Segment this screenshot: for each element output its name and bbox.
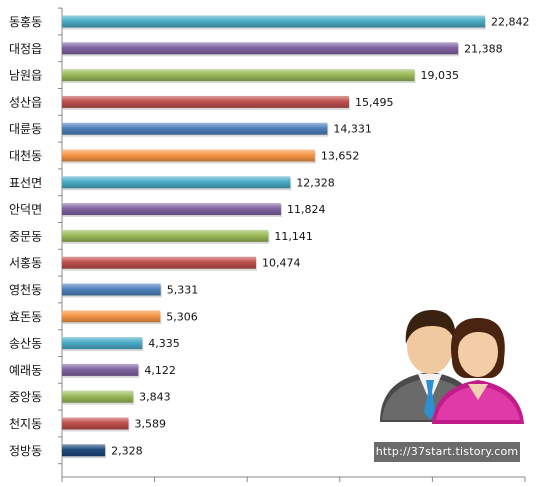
value-label: 11,141 <box>274 230 313 243</box>
value-label: 3,589 <box>134 418 166 431</box>
category-label: 중문동 <box>9 229 42 243</box>
bar-5 <box>62 122 328 135</box>
watermark-url: http://37start.tistory.com <box>374 442 520 462</box>
bar-9 <box>62 229 269 242</box>
value-label: 15,495 <box>355 96 394 109</box>
category-label: 중앙동 <box>9 390 42 404</box>
category-label: 예래동 <box>9 363 42 377</box>
value-label: 14,331 <box>333 123 372 136</box>
value-label: 13,652 <box>321 150 360 163</box>
category-label: 송산동 <box>9 337 42 351</box>
value-label: 12,328 <box>296 176 335 189</box>
value-label: 3,843 <box>139 391 171 404</box>
category-label: 안덕면 <box>9 203 42 217</box>
bar-10 <box>62 256 256 269</box>
value-label: 22,842 <box>491 16 529 29</box>
value-label: 5,306 <box>166 310 198 323</box>
value-label: 19,035 <box>421 69 460 82</box>
value-label: 5,331 <box>167 284 199 297</box>
value-label: 10,474 <box>262 257 301 270</box>
bar-11 <box>62 283 161 296</box>
category-label: 효돈동 <box>9 310 42 324</box>
bar-4 <box>62 95 349 108</box>
bar-15 <box>62 390 134 403</box>
bar-1 <box>62 15 486 28</box>
category-label: 서홍동 <box>9 256 42 270</box>
value-label: 4,122 <box>144 364 176 377</box>
category-label: 대륜동 <box>9 122 42 136</box>
chart-labels: 동홍동 22,842 대정읍 21,388 남원읍 19,035 성산읍 15,495 대륜동 1… <box>9 15 530 458</box>
category-label: 영천동 <box>9 282 42 297</box>
category-label: 동홍동 <box>9 15 42 29</box>
people-couple-icon <box>380 310 524 424</box>
bar-2 <box>62 42 459 55</box>
bar-8 <box>62 203 281 216</box>
category-label: 천지동 <box>9 416 42 431</box>
category-label: 표선면 <box>9 176 42 190</box>
bar-6 <box>62 149 315 162</box>
category-label: 대정읍 <box>9 42 42 56</box>
category-label: 대천동 <box>9 148 42 163</box>
value-label: 2,328 <box>111 444 143 457</box>
value-label: 4,335 <box>148 337 180 350</box>
category-label: 정방동 <box>9 444 42 458</box>
category-label: 남원읍 <box>9 69 42 83</box>
bar-16 <box>62 417 129 430</box>
bar-12 <box>62 310 161 323</box>
bar-7 <box>62 176 291 189</box>
bar-17 <box>62 444 106 457</box>
bar-14 <box>62 363 139 376</box>
value-label: 11,824 <box>287 203 326 216</box>
chart-bars <box>62 15 487 459</box>
value-label: 21,388 <box>464 42 503 55</box>
bar-13 <box>62 337 143 350</box>
bar-3 <box>62 69 415 82</box>
category-label: 성산읍 <box>9 95 42 109</box>
